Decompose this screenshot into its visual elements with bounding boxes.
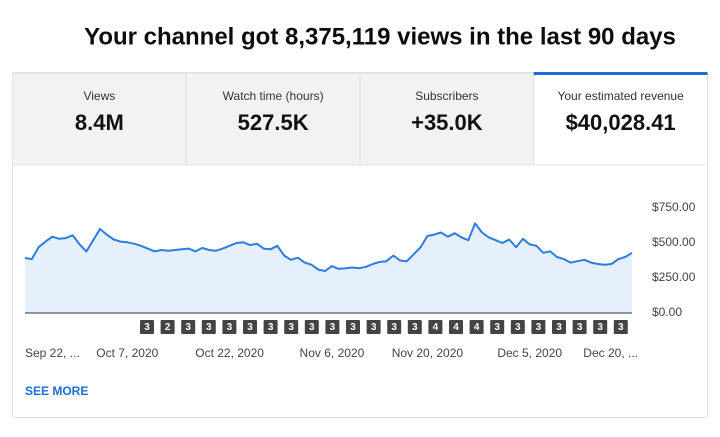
metric-tab[interactable] — [185, 72, 361, 166]
x-tick-label: Dec 5, 2020 — [497, 346, 562, 360]
annotation-badge[interactable] — [325, 320, 340, 334]
metric-tab[interactable] — [12, 72, 187, 166]
x-tick-label: Sep 22, ... — [25, 346, 80, 360]
annotation-count: 4 — [453, 322, 459, 333]
annotation-count: 3 — [371, 322, 377, 333]
tab-value: 8.4M — [75, 110, 124, 135]
x-tick-label: Oct 7, 2020 — [96, 346, 158, 360]
x-tick-label: Dec 20, ... — [583, 346, 638, 360]
annotation-badge[interactable] — [160, 320, 175, 334]
annotation-badge[interactable] — [346, 320, 360, 334]
annotation-count: 3 — [515, 322, 521, 333]
annotation-badge[interactable] — [304, 320, 319, 334]
x-tick-label: Nov 20, 2020 — [392, 346, 464, 360]
annotation-count: 3 — [577, 322, 583, 333]
annotation-count: 3 — [227, 322, 233, 333]
annotation-count: 3 — [288, 322, 294, 333]
annotation-badge[interactable] — [593, 320, 608, 334]
annotation-count: 4 — [433, 322, 439, 333]
annotation-count: 3 — [268, 322, 274, 333]
annotation-badge[interactable] — [181, 320, 196, 334]
annotation-count: 3 — [412, 322, 418, 333]
see-more-link[interactable]: SEE MORE — [25, 384, 88, 398]
annotation-badge[interactable] — [407, 320, 422, 334]
annotation-count: 3 — [309, 322, 315, 333]
annotation-badge[interactable] — [387, 320, 402, 334]
annotation-badge[interactable] — [428, 320, 443, 334]
annotation-badge[interactable] — [449, 320, 463, 334]
annotation-count: 3 — [494, 322, 500, 333]
annotation-badge[interactable] — [510, 320, 525, 334]
x-tick-label: Nov 6, 2020 — [300, 346, 365, 360]
annotation-badge[interactable] — [572, 320, 587, 334]
annotation-count: 2 — [165, 322, 171, 333]
annotation-badge[interactable] — [140, 320, 154, 334]
tab-value: 527.5K — [238, 110, 309, 135]
y-tick-label: $750.00 — [652, 200, 696, 214]
line — [24, 222, 633, 272]
annotation-count: 3 — [391, 322, 397, 333]
metric-tab[interactable] — [533, 72, 708, 166]
annotation-count: 3 — [185, 322, 191, 333]
selected-indicator — [533, 72, 708, 75]
tab-value: +35.0K — [411, 110, 483, 135]
annotation-badge[interactable] — [552, 320, 566, 334]
annotation-badge[interactable] — [284, 320, 299, 334]
tab-value: $40,028.41 — [566, 110, 676, 135]
annotation-count: 3 — [597, 322, 603, 333]
y-tick-label: $500.00 — [652, 235, 696, 249]
annotation-badge[interactable] — [201, 320, 216, 334]
annotation-count: 3 — [144, 322, 150, 333]
page-title: Your channel got 8,375,119 views in the … — [84, 23, 676, 50]
x-tick-label: Oct 22, 2020 — [195, 346, 264, 360]
tab-label: Your estimated revenue — [557, 89, 684, 103]
annotation-badge[interactable] — [243, 320, 257, 334]
annotation-count: 3 — [536, 322, 542, 333]
metric-tab[interactable] — [359, 72, 535, 166]
annotation-count: 3 — [330, 322, 336, 333]
annotation-badge[interactable] — [613, 320, 628, 334]
tab-label: Watch time (hours) — [223, 89, 324, 103]
y-tick-label: $0.00 — [652, 305, 682, 319]
tab-label: Subscribers — [415, 89, 478, 103]
annotation-badge[interactable] — [263, 320, 278, 334]
area — [25, 223, 632, 313]
annotation-count: 4 — [474, 322, 480, 333]
y-tick-label: $250.00 — [652, 270, 696, 284]
annotation-badge[interactable] — [531, 320, 546, 334]
annotation-count: 3 — [618, 322, 624, 333]
annotation-badge[interactable] — [222, 320, 237, 334]
annotation-count: 3 — [206, 322, 212, 333]
annotation-badge[interactable] — [490, 320, 505, 334]
tab-label: Views — [83, 89, 115, 103]
annotation-badge[interactable] — [366, 320, 381, 334]
annotation-count: 3 — [247, 322, 253, 333]
annotation-badge[interactable] — [469, 320, 484, 334]
annotation-count: 3 — [350, 322, 356, 333]
annotation-count: 3 — [556, 322, 562, 333]
